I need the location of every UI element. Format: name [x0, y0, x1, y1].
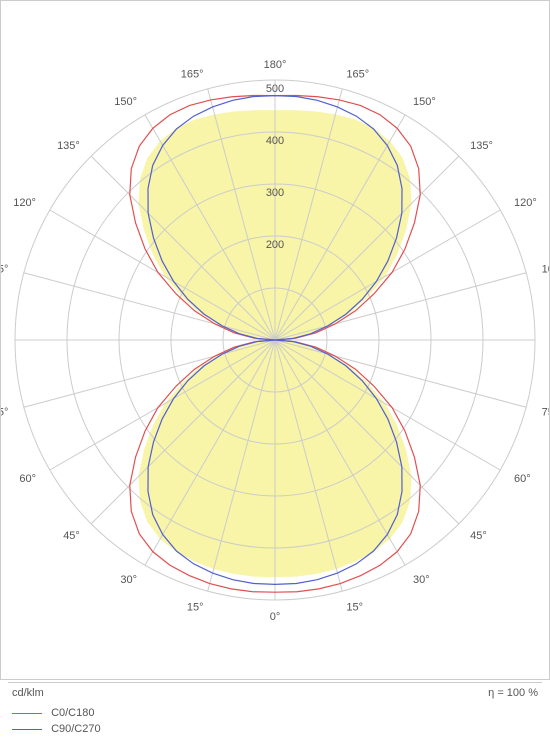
svg-text:135°: 135° — [57, 140, 80, 152]
legend-label-c0: C0/C180 — [51, 707, 94, 719]
svg-text:30°: 30° — [120, 574, 137, 586]
svg-text:45°: 45° — [470, 530, 487, 542]
svg-text:105°: 105° — [542, 264, 550, 276]
svg-text:60°: 60° — [19, 473, 36, 485]
svg-text:0°: 0° — [270, 611, 281, 623]
svg-text:150°: 150° — [114, 96, 137, 108]
legend-item-c0: C0/C180 — [12, 707, 538, 719]
svg-text:120°: 120° — [13, 197, 36, 209]
y-unit-label: cd/klm — [12, 687, 44, 699]
legend-swatch-c0 — [12, 713, 42, 714]
efficiency-label: η = 100 % — [488, 687, 538, 699]
svg-text:60°: 60° — [514, 473, 531, 485]
polar-chart: 200 300 400 500 0° 15° 15° 30° 30° 45° 45° 60° 60° 75… — [0, 0, 550, 750]
svg-text:400: 400 — [266, 135, 284, 147]
svg-text:180°: 180° — [264, 59, 287, 71]
svg-text:200: 200 — [266, 239, 284, 251]
svg-text:15°: 15° — [187, 602, 204, 614]
svg-text:75°: 75° — [542, 406, 550, 418]
svg-text:105°: 105° — [0, 264, 8, 276]
svg-text:75°: 75° — [0, 406, 8, 418]
svg-text:165°: 165° — [346, 68, 369, 80]
legend-item-c90: C90/C270 — [12, 723, 538, 735]
svg-text:120°: 120° — [514, 197, 537, 209]
svg-text:45°: 45° — [63, 530, 80, 542]
svg-text:150°: 150° — [413, 96, 436, 108]
chart-svg: 200 300 400 500 0° 15° 15° 30° 30° 45° 45° 60° 60° 75… — [0, 0, 550, 680]
legend-swatch-c90 — [12, 729, 42, 730]
svg-text:135°: 135° — [470, 140, 493, 152]
svg-text:165°: 165° — [181, 68, 204, 80]
svg-text:300: 300 — [266, 187, 284, 199]
svg-text:30°: 30° — [413, 574, 430, 586]
legend-label-c90: C90/C270 — [51, 723, 101, 735]
svg-text:500: 500 — [266, 83, 284, 95]
svg-text:15°: 15° — [346, 602, 363, 614]
